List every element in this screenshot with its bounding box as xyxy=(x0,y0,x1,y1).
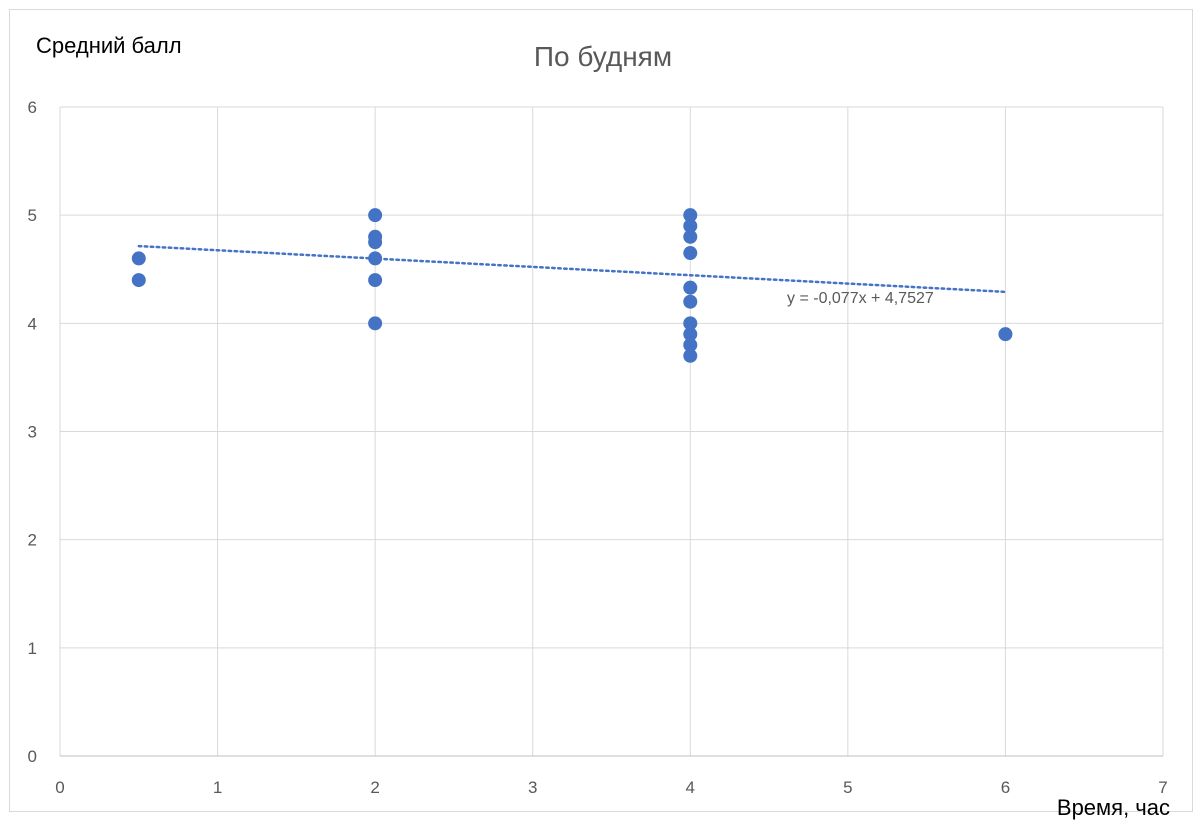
data-point xyxy=(683,294,698,309)
data-point xyxy=(368,273,383,288)
y-tick-label: 1 xyxy=(28,639,37,658)
data-point xyxy=(683,327,698,342)
data-points xyxy=(131,208,1013,363)
data-point xyxy=(683,280,698,295)
trendline-line xyxy=(137,244,1007,294)
data-point xyxy=(683,218,698,233)
trendline xyxy=(137,244,1007,294)
data-point xyxy=(368,316,383,331)
data-point xyxy=(683,348,698,363)
axes xyxy=(59,107,1163,757)
data-point xyxy=(368,235,383,250)
x-tick-label: 7 xyxy=(1158,778,1167,797)
chart-title: По будням xyxy=(534,41,672,72)
data-point xyxy=(683,229,698,244)
y-tick-label: 3 xyxy=(28,423,37,442)
data-point xyxy=(683,316,698,331)
y-tick-label: 4 xyxy=(28,314,37,333)
y-tick-label: 6 xyxy=(28,98,37,117)
x-tick-label: 6 xyxy=(1001,778,1010,797)
data-point xyxy=(683,246,698,261)
x-tick-label: 4 xyxy=(686,778,695,797)
y-axis-title: Средний балл xyxy=(36,33,182,58)
y-tick-label: 2 xyxy=(28,531,37,550)
data-point xyxy=(131,273,146,288)
y-tick-label: 0 xyxy=(28,747,37,766)
x-tick-label: 3 xyxy=(528,778,537,797)
data-point xyxy=(368,208,383,223)
data-point xyxy=(131,251,146,266)
x-tick-label: 2 xyxy=(370,778,379,797)
x-tick-label: 5 xyxy=(843,778,852,797)
trendline-equation: y = -0,077x + 4,7527 xyxy=(787,290,934,307)
data-point xyxy=(683,337,698,352)
x-tick-label: 0 xyxy=(55,778,64,797)
data-point xyxy=(683,208,698,223)
x-tick-label: 1 xyxy=(213,778,222,797)
tick-labels: 0 1 2 3 4 5 6 7 0 1 2 3 4 5 6 xyxy=(28,98,1168,797)
gridlines xyxy=(60,106,1164,756)
x-axis-title: Время, час xyxy=(1057,795,1170,820)
data-point xyxy=(368,251,383,266)
chart-area xyxy=(9,9,1193,812)
y-tick-label: 5 xyxy=(28,206,37,225)
data-point xyxy=(998,327,1013,342)
